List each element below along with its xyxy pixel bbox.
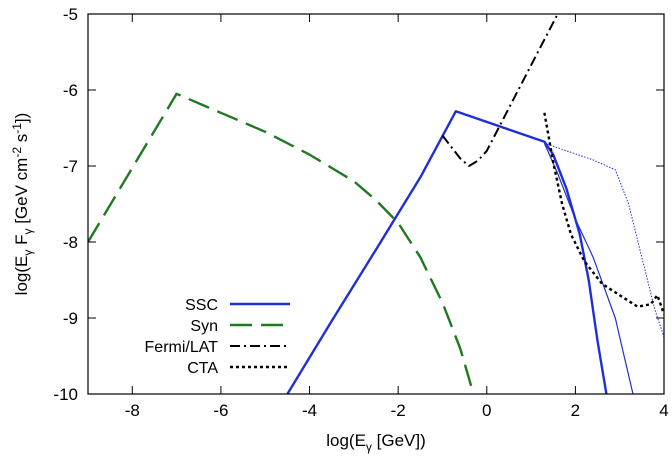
- y-tick-label: -6: [63, 81, 78, 100]
- y-axis-label-part: s: [12, 134, 31, 147]
- y-axis-label-part: [GeV cm: [12, 158, 31, 229]
- legend-label: Syn: [190, 318, 218, 335]
- x-tick-label: -8: [125, 401, 140, 420]
- legend-label: CTA: [187, 360, 218, 377]
- series-layer: [88, 14, 664, 394]
- y-axis-label-part: γ: [21, 250, 35, 256]
- x-axis-label-part: γ: [366, 440, 372, 454]
- y-axis-label-part: log(E: [12, 256, 31, 296]
- x-axis-label-part: log(E: [326, 431, 366, 450]
- y-tick-label: -8: [63, 233, 78, 252]
- y-tick-label: -10: [53, 385, 78, 404]
- series-line-ssc-thin: [543, 142, 634, 394]
- y-tick-label: -7: [63, 157, 78, 176]
- y-axis-label-part: -1: [10, 123, 24, 134]
- series-line-cta: [543, 112, 664, 315]
- x-tick-label: 2: [571, 401, 580, 420]
- series-line-ssc-dotted: [544, 142, 664, 338]
- x-tick-label: -6: [213, 401, 228, 420]
- series-line-syn: [88, 92, 475, 394]
- series-line-fermi-lat: [441, 14, 559, 167]
- x-tick-label: -4: [302, 401, 317, 420]
- series-line-ssc: [286, 110, 608, 394]
- y-tick-label: -5: [63, 5, 78, 24]
- y-tick-label: -9: [63, 309, 78, 328]
- x-tick-label: 4: [659, 401, 668, 420]
- y-axis-label: log(Eγ Fγ [GeV cm-2 s-1]): [10, 113, 35, 296]
- x-tick-label: 0: [482, 401, 491, 420]
- y-axis-label-part: γ: [21, 229, 35, 235]
- plot-frame: [87, 13, 665, 395]
- legend-label: SSC: [185, 297, 218, 314]
- y-axis-label-part: -2: [10, 147, 24, 158]
- y-axis-label-part: F: [12, 235, 31, 250]
- x-axis-label: log(Eγ [GeV]): [326, 431, 426, 454]
- x-tick-label: -2: [391, 401, 406, 420]
- legend-label: Fermi/LAT: [145, 339, 219, 356]
- x-axis-label-part: [GeV]): [372, 431, 426, 450]
- legend: SSC Syn Fermi/LAT CTA: [145, 297, 290, 377]
- y-axis-label-part: ]): [12, 113, 31, 123]
